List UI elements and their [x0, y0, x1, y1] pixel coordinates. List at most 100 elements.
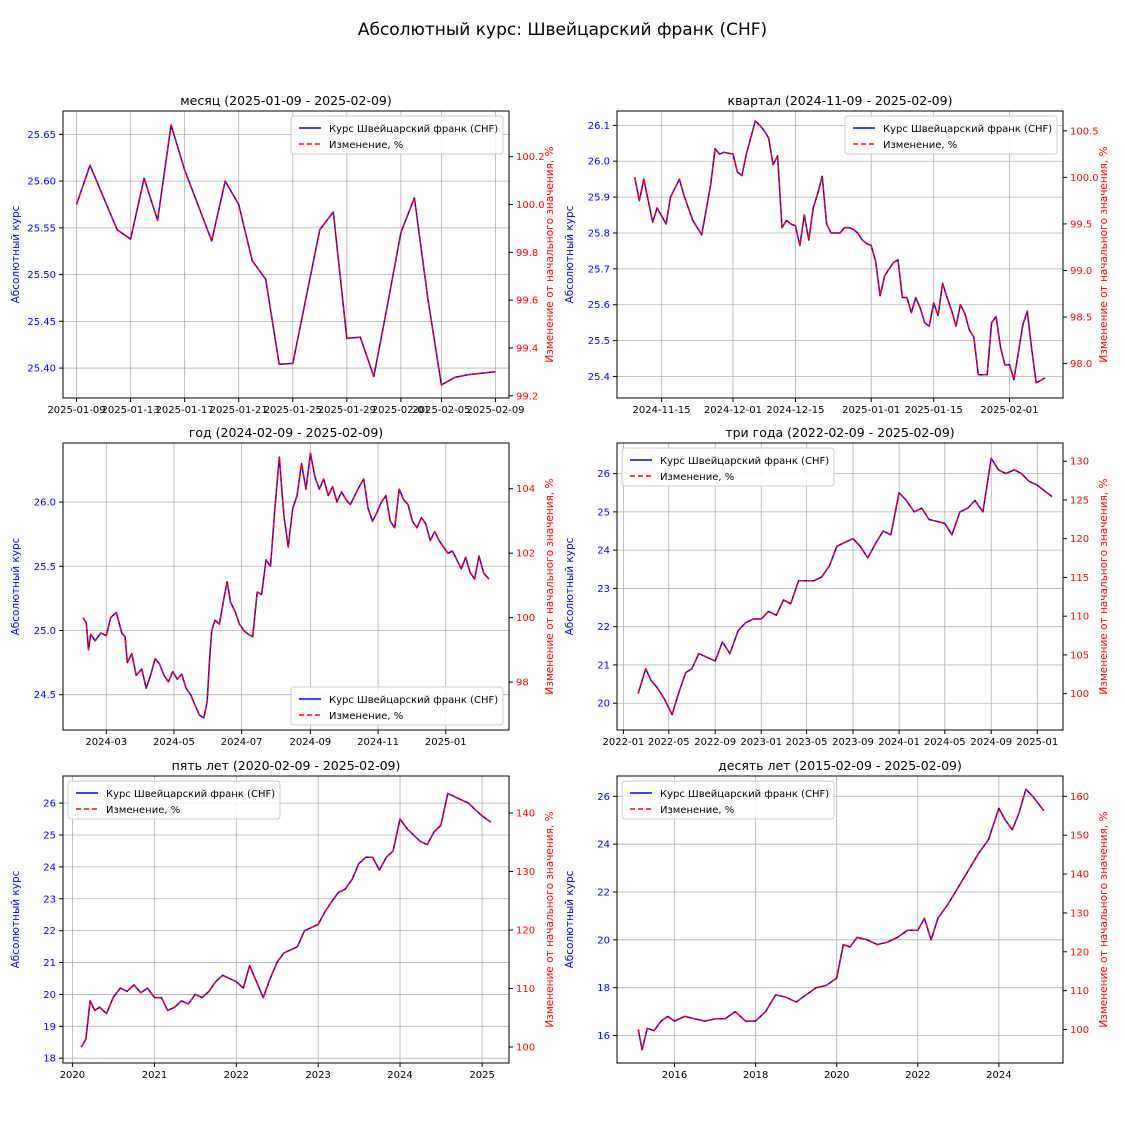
y-tick-label: 26: [597, 792, 610, 803]
legend: Курс Швейцарский франк (CHF) Изменение, %: [621, 447, 835, 487]
y-tick-label: 26.1: [588, 121, 610, 132]
y-tick-label: 26.0: [588, 157, 610, 168]
legend-box: [290, 686, 504, 726]
y-tick-label: 16: [597, 1031, 610, 1042]
y2-tick-label: 100: [1070, 689, 1089, 700]
rate-series-line: [80, 792, 492, 1048]
x-tick-label: 2024: [986, 1070, 1011, 1081]
y2-tick-label: 100: [1070, 1025, 1089, 1036]
y2-tick-label: 110: [1070, 986, 1089, 997]
legend-box: [844, 115, 1058, 155]
y2-tick-label: 100.0: [516, 200, 545, 211]
y-tick-label: 24: [597, 840, 610, 851]
left-axis-label: Абсолютный курс: [564, 205, 576, 303]
y2-tick-label: 140: [516, 808, 535, 819]
x-tick-label: 2025-01-21: [210, 405, 268, 416]
y2-tick-label: 120: [1070, 947, 1089, 958]
legend-change-label: Изменение, %: [660, 805, 734, 816]
x-tick-label: 2025-02-05: [412, 405, 470, 416]
subplot-6: 2016 2018 2020 2022 202416182022242610011012…: [564, 758, 1110, 1081]
y2-tick-label: 100: [516, 613, 535, 624]
y2-tick-label: 99.2: [516, 391, 538, 402]
change-series-line: [634, 120, 1046, 384]
x-tick-label: 2025: [469, 1070, 494, 1081]
right-axis-label: Изменение от начального значения, %: [544, 146, 556, 362]
legend-box: [67, 780, 281, 820]
legend-box: [621, 780, 835, 820]
y2-tick-label: 110: [1070, 612, 1089, 623]
change-series-line: [80, 792, 492, 1048]
y-tick-label: 24.5: [34, 690, 56, 701]
y2-tick-label: 130: [1070, 457, 1089, 468]
x-tick-label: 2025-01-25: [264, 405, 322, 416]
y2-tick-label: 110: [516, 984, 535, 995]
legend-box: [621, 447, 835, 487]
y2-tick-label: 98.5: [1070, 313, 1092, 324]
subplot-title: квартал (2024-11-09 - 2025-02-09): [728, 93, 953, 108]
legend-change-label: Изменение, %: [329, 140, 403, 151]
subplot-title: месяц (2025-01-09 - 2025-02-09): [180, 93, 392, 108]
y2-tick-label: 130: [1070, 908, 1089, 919]
legend-change-label: Изменение, %: [660, 472, 734, 483]
x-tick-label: 2024-11: [357, 737, 399, 748]
y-tick-label: 23: [597, 584, 610, 595]
y-tick-label: 23: [43, 894, 56, 905]
x-tick-label: 2022-01: [603, 737, 645, 748]
y-tick-label: 25.6: [588, 300, 610, 311]
x-tick-label: 2023-01: [740, 737, 782, 748]
left-axis-label: Абсолютный курс: [564, 870, 576, 968]
y-tick-label: 19: [43, 1022, 56, 1033]
legend: Курс Швейцарский франк (CHF) Изменение, %: [844, 115, 1058, 155]
x-tick-label: 2020: [60, 1070, 85, 1081]
left-axis-label: Абсолютный курс: [10, 870, 22, 968]
rate-series-line: [637, 788, 1045, 1051]
y2-tick-label: 100.5: [1070, 126, 1099, 137]
y2-tick-label: 99.4: [516, 343, 538, 354]
x-tick-label: 2022: [905, 1070, 930, 1081]
y2-tick-label: 98: [516, 678, 529, 689]
y2-tick-label: 99.6: [516, 296, 538, 307]
subplot-5: 2020 2021 2022 2023 2024 20251819202122232425…: [10, 758, 556, 1081]
y2-tick-label: 105: [1070, 650, 1089, 661]
legend: Курс Швейцарский франк (CHF) Изменение, %: [621, 780, 835, 820]
left-axis-label: Абсолютный курс: [10, 537, 22, 635]
y2-tick-label: 104: [516, 484, 535, 495]
y2-tick-label: 99.5: [1070, 219, 1092, 230]
x-tick-label: 2025-01-15: [905, 405, 963, 416]
x-tick-label: 2025-01-13: [102, 405, 160, 416]
x-tick-label: 2024-03: [85, 737, 127, 748]
x-tick-label: 2021: [142, 1070, 167, 1081]
legend-change-label: Изменение, %: [106, 805, 180, 816]
x-tick-label: 2025-01: [425, 737, 467, 748]
x-tick-label: 2024-12-15: [766, 405, 824, 416]
x-tick-label: 2016: [662, 1070, 687, 1081]
legend: Курс Швейцарский франк (CHF) Изменение, %: [67, 780, 281, 820]
legend-change-label: Изменение, %: [329, 711, 403, 722]
y-tick-label: 25.65: [27, 130, 56, 141]
y-tick-label: 20: [597, 935, 610, 946]
x-tick-label: 2024-05: [153, 737, 195, 748]
y-tick-label: 26.0: [34, 498, 56, 509]
right-axis-label: Изменение от начального значения, %: [1098, 146, 1110, 362]
x-tick-label: 2022: [224, 1070, 249, 1081]
subplot-3: 2024-03 2024-05 2024-07 2024-09 2024-11 2025-…: [10, 425, 556, 748]
subplot-1: 2025-01-092025-01-132025-01-172025-01-21…: [10, 93, 556, 416]
y2-tick-label: 125: [1070, 495, 1089, 506]
x-tick-label: 2025-01: [1016, 737, 1058, 748]
y-tick-label: 22: [43, 926, 56, 937]
plot-frame: [62, 775, 510, 1064]
y-tick-label: 24: [597, 546, 610, 557]
y-tick-label: 25.9: [588, 193, 610, 204]
left-axis-label: Абсолютный курс: [564, 537, 576, 635]
y2-tick-label: 130: [516, 867, 535, 878]
x-tick-label: 2023-09: [832, 737, 874, 748]
rate-series-line: [75, 124, 496, 386]
y-tick-label: 25.0: [34, 626, 56, 637]
right-axis-label: Изменение от начального значения, %: [544, 478, 556, 694]
y2-tick-label: 160: [1070, 792, 1089, 803]
y-tick-label: 20: [43, 990, 56, 1001]
subplot-title: три года (2022-02-09 - 2025-02-09): [725, 425, 954, 440]
legend: Курс Швейцарский франк (CHF) Изменение, %: [290, 686, 504, 726]
change-series-line: [82, 452, 490, 719]
y-tick-label: 26: [597, 469, 610, 480]
